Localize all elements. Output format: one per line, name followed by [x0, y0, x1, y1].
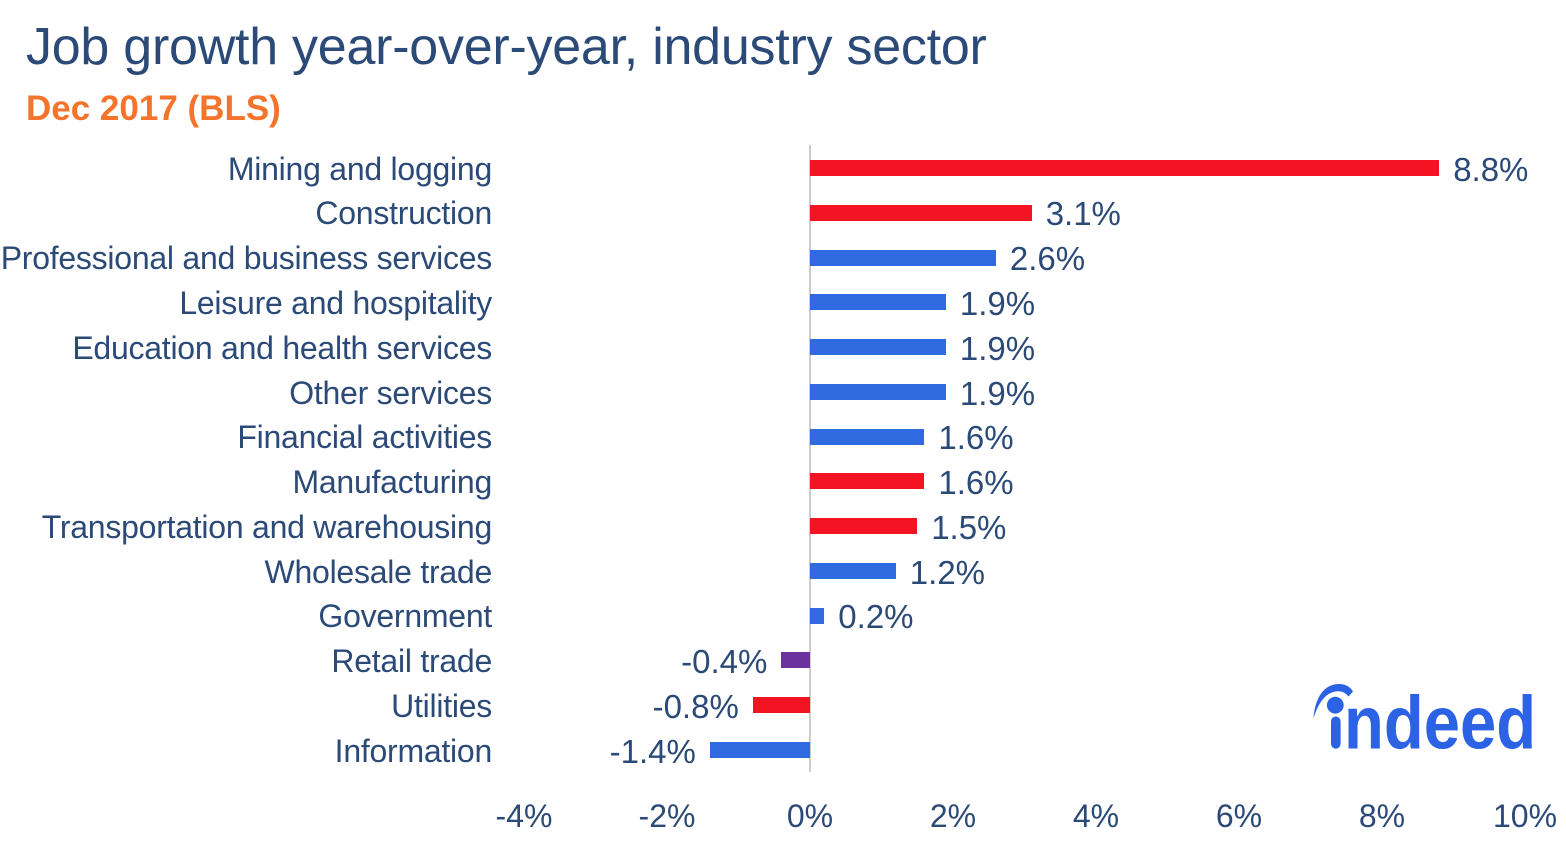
svg-text:ndeed: ndeed: [1344, 680, 1536, 764]
